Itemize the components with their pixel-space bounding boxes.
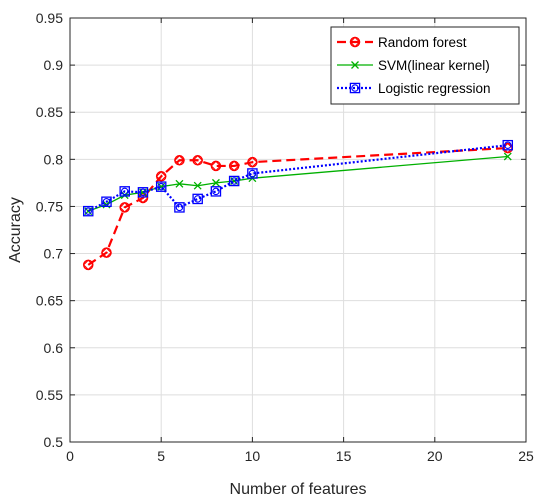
marker-square xyxy=(502,139,514,151)
marker-square xyxy=(210,186,222,197)
x-tick-label: 0 xyxy=(66,448,74,464)
marker-circle xyxy=(504,141,512,149)
marker-circle xyxy=(84,207,92,215)
marker-cross xyxy=(211,178,220,187)
data-point xyxy=(174,202,185,213)
y-tick-label: 0.55 xyxy=(36,387,63,403)
data-point xyxy=(210,186,222,197)
marker-cross xyxy=(351,61,359,69)
marker-diamond xyxy=(119,202,131,213)
legend-marker xyxy=(349,36,361,48)
y-tick-label: 0.95 xyxy=(36,10,63,26)
marker-square xyxy=(101,196,112,207)
marker-diamond xyxy=(155,170,167,182)
series-line xyxy=(87,144,508,213)
marker-diamond xyxy=(349,36,361,48)
data-point xyxy=(101,196,112,207)
marker-square xyxy=(155,181,167,192)
marker-circle xyxy=(212,187,220,196)
y-tick-label: 0.8 xyxy=(44,151,64,167)
marker-diamond xyxy=(101,247,112,258)
grid xyxy=(69,17,527,443)
data-point xyxy=(155,170,167,182)
data-point xyxy=(228,160,240,172)
plot-frame xyxy=(69,17,527,443)
marker-circle xyxy=(102,197,111,206)
axis-ticks: 0 5 10 15 20 25 0.5 0.55 0.6 0.65 0.7 0.75 0.8 0.85 0.… xyxy=(36,10,534,464)
marker-cross xyxy=(503,152,512,161)
data-point xyxy=(120,191,129,200)
data-point xyxy=(228,175,240,187)
marker-diamond xyxy=(174,154,185,166)
data-point xyxy=(210,160,222,172)
marker-circle xyxy=(157,182,165,191)
data-point xyxy=(175,179,184,188)
series-line xyxy=(87,146,508,266)
legend-label: Random forest xyxy=(378,35,467,50)
marker-cross xyxy=(193,181,202,190)
series-2 xyxy=(82,139,514,217)
marker-square xyxy=(349,82,361,94)
legend-box xyxy=(330,26,520,105)
data-point xyxy=(82,205,94,217)
data-point xyxy=(247,168,258,179)
data-point xyxy=(119,202,131,213)
data-point xyxy=(502,139,514,151)
y-tick-label: 0.9 xyxy=(44,57,64,73)
y-tick-label: 0.75 xyxy=(36,198,63,214)
marker-square xyxy=(228,175,240,187)
marker-square xyxy=(82,205,94,217)
marker-circle xyxy=(175,203,184,212)
data-point xyxy=(193,181,202,190)
marker-circle xyxy=(120,187,129,196)
data-point xyxy=(192,154,204,166)
data-point xyxy=(211,178,220,187)
marker-diamond xyxy=(82,259,94,271)
marker-square xyxy=(174,202,185,213)
marker-circle xyxy=(139,188,147,197)
marker-square xyxy=(119,186,130,197)
marker-circle xyxy=(230,177,238,185)
x-tick-label: 20 xyxy=(427,448,443,464)
marker-diamond xyxy=(247,156,258,168)
data-point xyxy=(247,156,258,168)
legend-label: Logistic regression xyxy=(378,81,491,96)
series-layer xyxy=(82,139,514,271)
data-point xyxy=(155,181,167,192)
data-point xyxy=(101,247,112,258)
y-tick-label: 0.65 xyxy=(36,293,63,309)
x-tick-label: 25 xyxy=(518,448,534,464)
legend-marker xyxy=(351,61,359,69)
y-tick-label: 0.85 xyxy=(36,104,63,120)
legend-marker xyxy=(349,82,361,94)
data-point xyxy=(119,186,130,197)
y-axis-label: Accuracy xyxy=(7,197,24,263)
x-tick-label: 5 xyxy=(157,448,165,464)
marker-diamond xyxy=(192,154,204,166)
data-point xyxy=(82,259,94,271)
y-tick-label: 0.6 xyxy=(44,340,64,356)
y-tick-label: 0.7 xyxy=(44,246,64,262)
marker-circle xyxy=(351,84,359,92)
data-point xyxy=(174,154,185,166)
y-tick-label: 0.5 xyxy=(44,434,64,450)
data-point xyxy=(503,152,512,161)
marker-square xyxy=(192,193,203,205)
marker-diamond xyxy=(228,160,240,172)
x-tick-label: 15 xyxy=(336,448,352,464)
marker-diamond xyxy=(210,160,222,172)
marker-square xyxy=(137,187,149,198)
x-axis-label: Number of features xyxy=(230,481,367,498)
marker-circle xyxy=(248,169,257,178)
marker-cross xyxy=(120,191,129,200)
marker-square xyxy=(247,168,258,179)
marker-cross xyxy=(175,179,184,188)
data-point xyxy=(137,187,149,198)
data-point xyxy=(192,193,203,205)
x-tick-label: 10 xyxy=(245,448,261,464)
legend: Random forest SVM(linear kernel) Logistic … xyxy=(330,26,520,105)
marker-circle xyxy=(193,195,202,203)
legend-label: SVM(linear kernel) xyxy=(378,58,490,73)
